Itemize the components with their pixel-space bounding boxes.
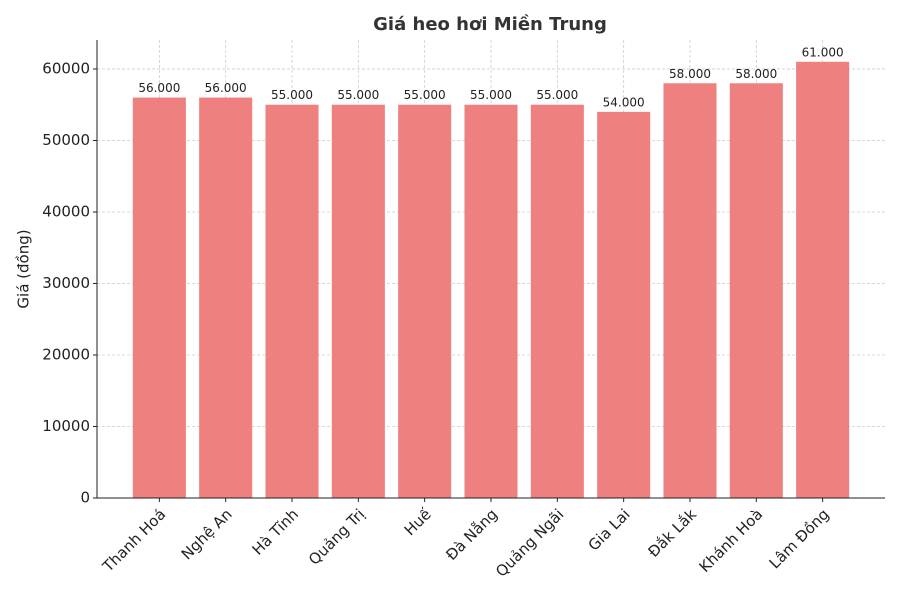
bar [663, 83, 717, 499]
bar [398, 104, 452, 499]
y-tick-label: 30000 [42, 274, 90, 292]
bar [265, 104, 319, 499]
value-label: 58.000 [669, 67, 711, 81]
x-tick-label: Đà Nẵng [442, 505, 501, 564]
value-label: 54.000 [603, 95, 645, 109]
value-label: 61.000 [802, 45, 844, 59]
x-tick-label: Lâm Đồng [766, 505, 833, 572]
y-tick-label: 10000 [42, 417, 90, 435]
value-label: 55.000 [470, 88, 512, 102]
x-tick-label: Khánh Hoà [696, 505, 767, 576]
bar [796, 61, 850, 499]
x-tick-label: Hà Tĩnh [249, 505, 302, 558]
y-tick-label: 40000 [42, 202, 90, 220]
bar [331, 104, 385, 499]
value-label: 56.000 [205, 81, 247, 95]
y-tick-label: 50000 [42, 131, 90, 149]
y-tick-label: 60000 [42, 59, 90, 77]
bar [132, 97, 186, 499]
x-tick-label: Huế [401, 505, 435, 539]
y-tick-label: 0 [80, 489, 90, 507]
x-tick-label: Quảng Trị [305, 505, 368, 568]
x-tick-label: Gia Lai [585, 505, 634, 554]
chart-title: Giá heo hơi Miền Trung [373, 14, 607, 35]
bar [530, 104, 584, 499]
bar [464, 104, 518, 499]
y-axis-label: Giá (đồng) [15, 229, 33, 308]
value-label: 58.000 [735, 67, 777, 81]
x-tick-label: Đắk Lắk [644, 505, 700, 561]
x-tick-label: Quảng Ngãi [492, 505, 567, 580]
x-tick-label: Thanh Hoá [98, 505, 169, 576]
bar [199, 97, 253, 499]
x-tick-label: Nghệ An [178, 505, 236, 563]
y-tick-label: 20000 [42, 345, 90, 363]
value-label: 55.000 [404, 88, 446, 102]
value-label: 55.000 [337, 88, 379, 102]
value-label: 56.000 [138, 81, 180, 95]
value-label: 55.000 [536, 88, 578, 102]
bar [597, 111, 651, 498]
bar [729, 83, 783, 499]
value-label: 55.000 [271, 88, 313, 102]
